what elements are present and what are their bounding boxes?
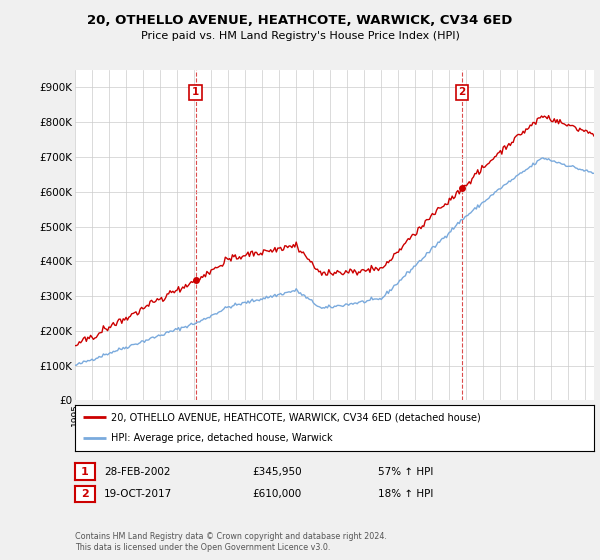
- Text: 18% ↑ HPI: 18% ↑ HPI: [378, 489, 433, 499]
- Text: 2: 2: [81, 489, 89, 499]
- Text: £345,950: £345,950: [252, 466, 302, 477]
- Text: 19-OCT-2017: 19-OCT-2017: [104, 489, 172, 499]
- Text: 2: 2: [458, 87, 466, 97]
- Text: 57% ↑ HPI: 57% ↑ HPI: [378, 466, 433, 477]
- Text: 20, OTHELLO AVENUE, HEATHCOTE, WARWICK, CV34 6ED (detached house): 20, OTHELLO AVENUE, HEATHCOTE, WARWICK, …: [112, 412, 481, 422]
- Text: 28-FEB-2002: 28-FEB-2002: [104, 466, 170, 477]
- Text: 1: 1: [192, 87, 199, 97]
- Text: HPI: Average price, detached house, Warwick: HPI: Average price, detached house, Warw…: [112, 433, 333, 444]
- Text: Contains HM Land Registry data © Crown copyright and database right 2024.
This d: Contains HM Land Registry data © Crown c…: [75, 532, 387, 552]
- Text: £610,000: £610,000: [252, 489, 301, 499]
- Text: Price paid vs. HM Land Registry's House Price Index (HPI): Price paid vs. HM Land Registry's House …: [140, 31, 460, 41]
- Text: 1: 1: [81, 466, 89, 477]
- Text: 20, OTHELLO AVENUE, HEATHCOTE, WARWICK, CV34 6ED: 20, OTHELLO AVENUE, HEATHCOTE, WARWICK, …: [88, 14, 512, 27]
